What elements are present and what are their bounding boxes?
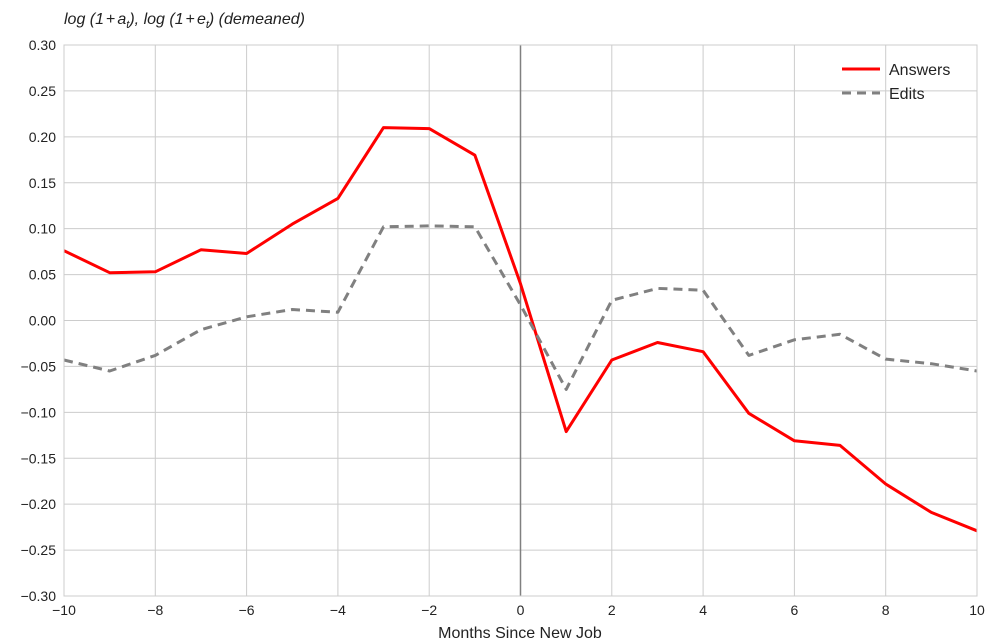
y-axis-label-plus-2: + [186,11,195,28]
legend-label-edits: Edits [889,86,925,103]
y-tick-labels: −0.30 −0.25 −0.20 −0.15 −0.10 −0.05 0.00 0.05 0.… [21,37,57,604]
x-tick-label-7: 4 [699,602,707,618]
x-tick-labels: −10 −8 −6 −4 −2 0 2 4 6 8 10 [52,602,985,618]
x-tick-label-10: 10 [969,602,985,618]
x-tick-label-0: −10 [52,602,76,618]
y-tick-label-0: −0.30 [21,588,57,604]
x-tick-label-1: −8 [147,602,163,618]
y-tick-label-12: 0.30 [29,37,56,53]
series-line-answers [63,126,978,533]
x-tick-label-5: 0 [517,602,525,618]
x-tick-label-2: −6 [239,602,255,618]
y-tick-label-1: −0.25 [21,542,57,558]
y-axis-label: log (1 + at), log (1 + et) (demeaned) [64,11,305,31]
x-tick-label-6: 2 [608,602,616,618]
y-axis-label-part-1: log (1 [64,11,104,28]
y-tick-label-3: −0.15 [21,450,57,466]
y-axis-label-var-e: e [197,11,206,28]
y-tick-label-4: −0.10 [21,404,57,420]
y-tick-label-9: 0.15 [29,175,56,191]
y-axis-label-var-a: a [117,11,126,28]
y-tick-label-2: −0.20 [21,496,57,512]
legend: Answers Edits [842,62,950,103]
x-tick-label-3: −4 [330,602,346,618]
y-axis-label-sub-t2: t [206,19,210,31]
y-axis-label-plus-1: + [106,11,115,28]
y-axis-label-sub-t1: t [126,19,130,31]
legend-label-answers: Answers [889,62,950,79]
y-axis-label-part-2: ), log (1 [127,11,183,28]
x-tick-label-4: −2 [421,602,437,618]
y-tick-label-8: 0.10 [29,221,56,237]
plot-frame [63,44,978,597]
y-tick-label-10: 0.20 [29,129,56,145]
y-tick-label-6: 0.00 [29,313,56,329]
series-layer [63,126,978,533]
y-axis-label-part-3: ) (demeaned) [207,11,305,28]
y-tick-label-5: −0.05 [21,358,57,374]
x-tick-label-8: 6 [791,602,799,618]
y-tick-label-11: 0.25 [29,83,56,99]
y-tick-label-7: 0.05 [29,267,56,283]
series-line-edits [63,224,978,391]
x-tick-label-9: 8 [882,602,890,618]
x-axis-label: Months Since New Job [438,625,602,642]
